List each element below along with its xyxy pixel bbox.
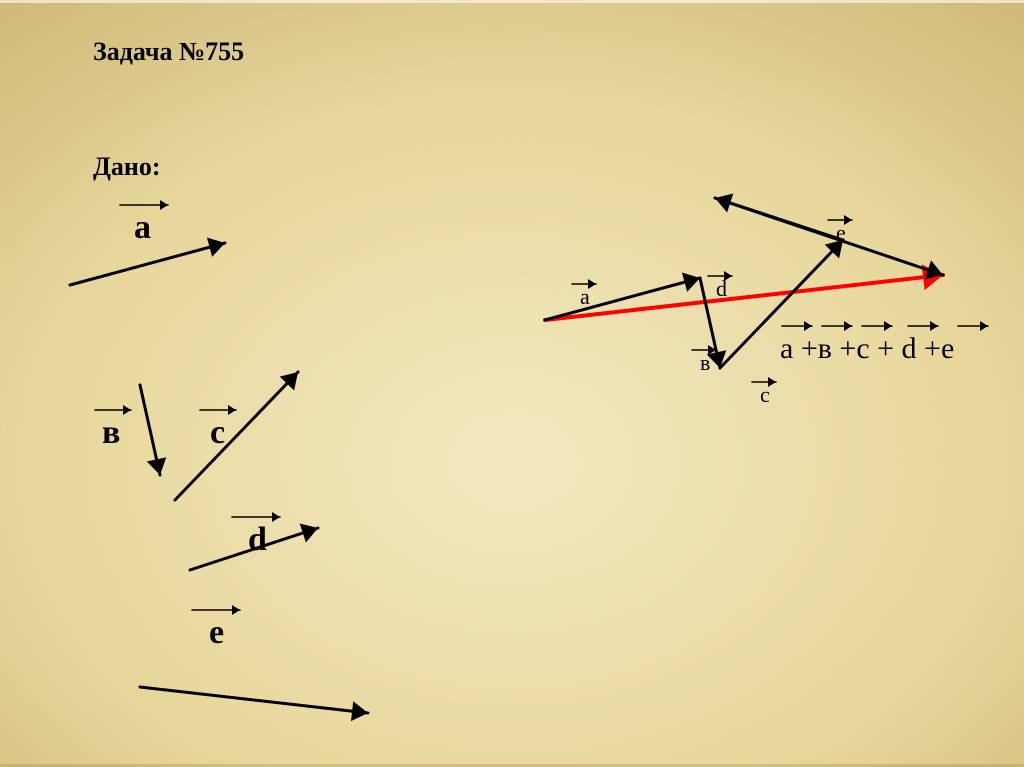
vector-overarrow xyxy=(862,321,892,331)
chain-vector-e-label: e xyxy=(836,220,846,245)
problem-title: Задача №755 xyxy=(93,37,244,66)
vector-overarrow xyxy=(908,321,938,331)
vector-overarrow xyxy=(958,321,988,331)
vector-e xyxy=(140,687,368,721)
chain-vector-e xyxy=(715,198,943,279)
chain-vector-b-label: в xyxy=(700,350,710,375)
diagram-layer: Задача №755 Дано: a в c d e a в c d e a +в +c + d +e xyxy=(0,0,1024,767)
sum-expression: a +в +c + d +e xyxy=(780,332,954,365)
chain-vector-d-label: d xyxy=(716,276,727,301)
vector-a-label: a xyxy=(134,209,151,246)
chain-vector-c-label: c xyxy=(760,382,770,407)
vector-c xyxy=(175,372,298,500)
slide: Задача №755 Дано: a в c d e a в c d e a +в +c + d +e xyxy=(0,0,1024,767)
result-vector xyxy=(545,264,943,320)
vector-d-label: d xyxy=(248,521,267,558)
chain-vector-d xyxy=(715,193,843,240)
vector-overarrow xyxy=(782,321,812,331)
vector-b xyxy=(140,385,166,475)
vector-e-label: e xyxy=(209,614,224,651)
vector-c-label: c xyxy=(210,414,225,451)
chain-vector-a-label: a xyxy=(580,284,590,309)
vector-overarrow xyxy=(822,321,852,331)
given-label: Дано: xyxy=(93,152,161,181)
vector-b-label: в xyxy=(102,414,120,451)
